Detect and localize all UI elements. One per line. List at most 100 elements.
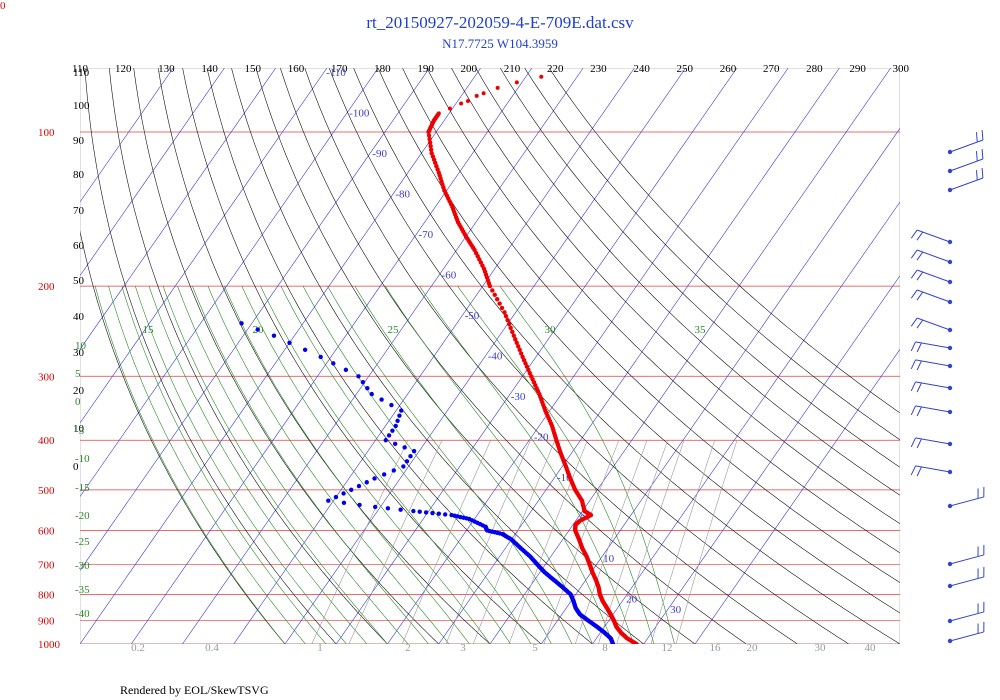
dewpoint-point: [369, 391, 374, 397]
moist-adiabat: [280, 285, 532, 644]
dewpoint-point: [395, 418, 400, 423]
pressure-label: 800: [38, 589, 55, 601]
moist-adiabat: [224, 285, 470, 644]
dewpoint-point: [408, 454, 413, 459]
dewpoint-point: [399, 408, 404, 413]
isotherm-line: [80, 68, 379, 498]
moist-label-top: 25: [388, 324, 400, 336]
wind-barb-shaft: [949, 496, 984, 507]
temperature-point: [428, 143, 433, 149]
wind-barb-flag: [916, 342, 922, 353]
mixing-ratio-label: 0.4: [205, 642, 219, 654]
dewpoint-point: [372, 504, 378, 510]
temperature-point: [510, 329, 515, 335]
wind-barb-flag: [916, 271, 924, 281]
dewpoint-point: [364, 480, 369, 485]
wind-barb: [947, 168, 984, 193]
pressure-label: 400: [38, 435, 55, 447]
moist-adiabat: [192, 285, 429, 644]
moist-adiabat: [385, 285, 614, 644]
isotherm-line: [694, 348, 900, 644]
height-label: 70: [73, 205, 85, 217]
mixing-ratio-line: [675, 440, 738, 644]
moist-label-left: -20: [75, 510, 90, 522]
dewpoint-point: [302, 347, 308, 353]
dewpoint-point: [341, 491, 346, 496]
wind-barb-flag: [916, 360, 922, 371]
isotherm-line: [80, 68, 328, 424]
wind-barb-flag: [916, 466, 922, 477]
wind-barb-flag: [910, 317, 918, 327]
isotherm-label: 20: [626, 594, 638, 606]
dry-adiabat: [328, 68, 849, 644]
mixing-ratio-line: [575, 440, 648, 644]
wind-barb: [910, 465, 953, 477]
isotherm-line: [592, 201, 900, 644]
temperature-point: [511, 333, 516, 338]
dewpoint-point: [381, 472, 387, 477]
moist-label-left: 10: [75, 340, 87, 352]
footer-credit: Rendered by EOL/SkewTSVG: [120, 683, 269, 697]
height-label: 100: [73, 100, 90, 112]
mixing-ratio-line: [445, 440, 531, 644]
dewpoint-point: [356, 374, 361, 379]
pressure-label: 600: [38, 525, 55, 537]
wind-barb-flag: [910, 289, 918, 299]
isotherm-label: -70: [418, 229, 433, 241]
top-tick-label: 180: [374, 63, 391, 75]
dewpoint-point: [449, 512, 454, 518]
temperature-point: [516, 344, 521, 349]
dewpoint-point: [385, 506, 391, 511]
top-tick-label: 130: [158, 63, 175, 75]
mixing-ratio-label: 2: [405, 642, 411, 654]
dewpoint-point: [255, 327, 260, 332]
isotherm-label: 30: [670, 604, 682, 616]
chart-title: rt_20150927-202059-4-E-709E.dat.csv: [366, 13, 634, 32]
dry-adiabat: [280, 68, 747, 644]
dewpoint-point: [239, 321, 244, 326]
height-label: 10: [73, 423, 85, 435]
moist-label-left: -15: [75, 482, 90, 494]
wind-barb: [947, 486, 985, 509]
wind-barb-flag: [916, 291, 924, 301]
dry-adiabat: [426, 68, 900, 554]
dewpoint-point: [356, 483, 362, 489]
wind-barb-flag: [910, 405, 916, 416]
height-label: 80: [73, 169, 85, 181]
wind-barb: [947, 149, 984, 174]
dewpoint-point: [287, 340, 292, 345]
isotherm-line: [541, 127, 900, 644]
pressure-label: 200: [38, 281, 55, 293]
wind-barb-flag: [975, 132, 978, 143]
wind-barb-flag: [910, 465, 916, 476]
temperature-point: [436, 111, 441, 116]
wind-barb-flag: [975, 170, 978, 181]
isotherm-line: [643, 275, 900, 644]
temperature-point: [502, 310, 507, 315]
dry-adiabat: [84, 68, 337, 644]
temperature-point: [506, 321, 512, 327]
isotherm-label: -50: [465, 310, 480, 322]
dry-adiabat: [109, 68, 388, 644]
dewpoint-point: [343, 367, 349, 373]
grid-lines: [80, 68, 900, 644]
temperature-point: [427, 140, 433, 145]
isotherm-line: [80, 68, 174, 203]
mixing-ratio-line: [401, 440, 491, 644]
mixing-ratio-label: 3: [460, 642, 466, 654]
isotherm-line: [131, 68, 533, 644]
top-tick-label: 110: [72, 63, 89, 75]
moist-adiabat: [354, 285, 593, 644]
dry-adiabat: [182, 68, 542, 644]
wind-barb: [947, 566, 985, 589]
isotherm-label: -90: [372, 148, 387, 160]
isotherm-label: -80: [395, 189, 410, 201]
dry-adiabat: [206, 68, 593, 644]
dewpoint-point: [390, 428, 395, 433]
dewpoint-point: [386, 433, 392, 438]
temperature-point: [426, 133, 432, 138]
temperature-point: [490, 288, 495, 293]
wind-barb-shaft: [916, 229, 951, 243]
height-label: 30: [73, 347, 85, 359]
